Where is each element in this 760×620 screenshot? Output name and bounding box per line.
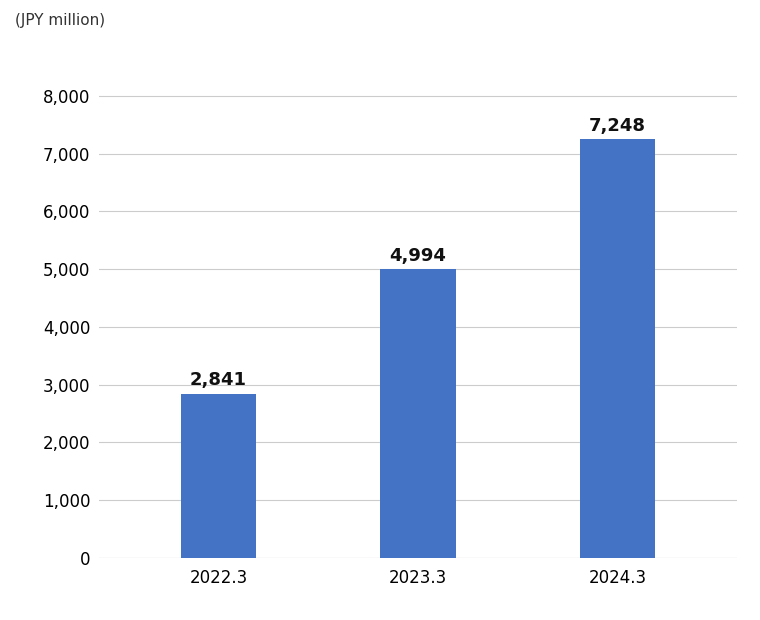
Text: 4,994: 4,994: [390, 247, 446, 265]
Bar: [380, 270, 456, 558]
Bar: [181, 394, 256, 558]
Bar: [580, 140, 655, 558]
Text: 2,841: 2,841: [190, 371, 247, 389]
Text: 7,248: 7,248: [589, 117, 646, 135]
Text: (JPY million): (JPY million): [15, 12, 106, 28]
